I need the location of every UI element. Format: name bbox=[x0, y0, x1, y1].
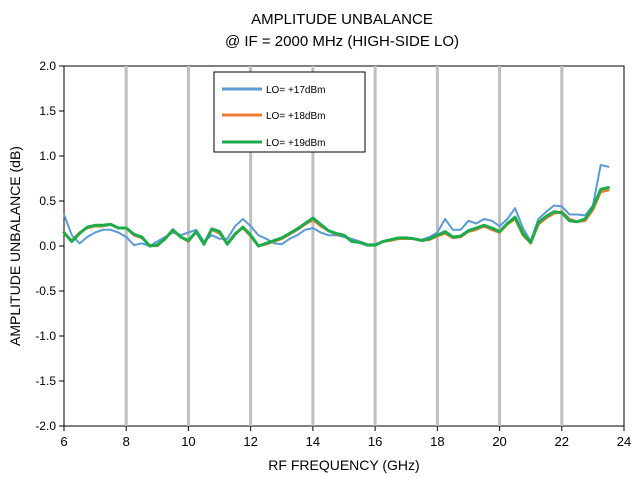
x-tick-label: 12 bbox=[243, 434, 257, 449]
axis-ticks bbox=[59, 65, 625, 431]
legend: LO= +17dBm LO= +18dBm LO= +19dBm bbox=[213, 71, 366, 153]
y-tick-label: -0.5 bbox=[35, 284, 56, 298]
x-tick-label: 6 bbox=[60, 434, 67, 449]
x-axis-label: RF FREQUENCY (GHz) bbox=[268, 457, 419, 473]
y-tick-label: -2.0 bbox=[35, 419, 56, 433]
y-axis-label: AMPLITUDE UNBALANCE (dB) bbox=[7, 146, 23, 346]
y-tick-label: 1.5 bbox=[39, 104, 56, 118]
legend-label: LO= +17dBm bbox=[266, 85, 325, 96]
y-tick-label: 0.0 bbox=[39, 239, 56, 253]
chart-subtitle: @ IF = 2000 MHz (HIGH-SIDE LO) bbox=[225, 33, 459, 50]
x-tick-label: 20 bbox=[492, 434, 506, 449]
legend-box bbox=[213, 71, 366, 153]
x-tick-label: 22 bbox=[555, 434, 569, 449]
legend-label: LO= +19dBm bbox=[266, 138, 325, 149]
x-tick-label: 14 bbox=[306, 434, 320, 449]
chart-title: AMPLITUDE UNBALANCE bbox=[251, 11, 433, 28]
y-tick-label: 2.0 bbox=[39, 59, 56, 73]
y-tick-label: -1.5 bbox=[35, 374, 56, 388]
y-tick-label: -1.0 bbox=[35, 329, 56, 343]
legend-items: LO= +17dBm LO= +18dBm LO= +19dBm bbox=[222, 85, 325, 149]
x-tick-label: 24 bbox=[617, 434, 631, 449]
y-tick-labels: 2.0 1.5 1.0 0.5 0.0 -0.5 -1.0 -1.5 -2.0 bbox=[35, 59, 56, 433]
series-line-lo-19dbm bbox=[62, 186, 610, 248]
y-tick-label: 1.0 bbox=[39, 149, 56, 163]
x-tick-label: 10 bbox=[181, 434, 195, 449]
x-tick-label: 16 bbox=[368, 434, 382, 449]
x-tick-labels: 6 8 10 12 14 16 18 20 22 24 bbox=[60, 434, 631, 449]
x-tick-label: 18 bbox=[430, 434, 444, 449]
x-tick-label: 8 bbox=[123, 434, 130, 449]
series-lines bbox=[62, 164, 610, 248]
y-tick-label: 0.5 bbox=[39, 194, 56, 208]
legend-label: LO= +18dBm bbox=[266, 111, 325, 122]
